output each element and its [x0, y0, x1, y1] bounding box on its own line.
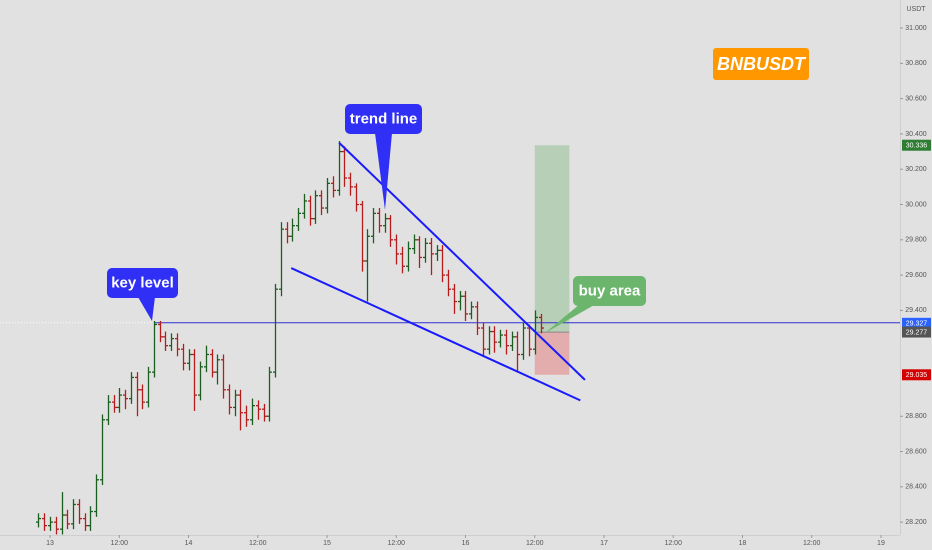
y-tick-label: 28.200	[905, 519, 927, 526]
x-tick-label: 14	[185, 540, 193, 547]
price-label: 29.035	[906, 372, 928, 379]
y-tick-label: 30.000	[905, 201, 927, 208]
y-tick-label: 29.600	[905, 272, 927, 279]
symbol-box	[713, 48, 809, 80]
x-tick-label: 12:00	[664, 540, 682, 547]
price-label: 30.336	[906, 143, 928, 150]
y-tick-label: 28.600	[905, 448, 927, 455]
chart-title: BNBUSDT	[717, 54, 807, 74]
callout-text: key level	[111, 274, 174, 291]
callout-pointer	[545, 304, 596, 333]
callout-pointer	[375, 133, 392, 210]
callout-buy-area: buy area	[545, 276, 646, 333]
y-tick-label: 30.800	[905, 60, 927, 67]
y-axis-label: USDT	[906, 6, 926, 13]
trend-line	[290, 267, 581, 402]
y-tick-label: 29.400	[905, 307, 927, 314]
price-label: 29.327	[906, 321, 928, 328]
y-tick-label: 30.600	[905, 95, 927, 102]
y-tick-label: 30.400	[905, 131, 927, 138]
trend-line	[338, 142, 586, 381]
x-tick-label: 12:00	[249, 540, 267, 547]
price-label-bg	[902, 369, 931, 381]
x-tick-label: 12:00	[111, 540, 129, 547]
callout-key-level: key level	[107, 268, 178, 321]
callout-trend-line: trend line	[345, 104, 422, 210]
x-tick-label: 19	[877, 540, 885, 547]
price-label-bg	[902, 317, 931, 329]
y-tick-label: 29.800	[905, 237, 927, 244]
callout-text: buy area	[579, 282, 641, 299]
x-tick-label: 17	[600, 540, 608, 547]
x-tick-label: 18	[739, 540, 747, 547]
x-tick-label: 16	[462, 540, 470, 547]
price-label-bg	[902, 326, 931, 338]
y-tick-label: 30.200	[905, 166, 927, 173]
symbol-badge: BNBUSDT	[713, 48, 809, 80]
position-loss	[534, 332, 570, 375]
price-label-bg	[902, 139, 931, 151]
callout-text: trend line	[350, 110, 418, 127]
drawings-front	[290, 142, 586, 402]
position-profit	[534, 145, 570, 333]
callout-box	[573, 276, 646, 306]
y-tick-label: 28.400	[905, 484, 927, 491]
bars	[36, 140, 544, 535]
x-tick-label: 13	[46, 540, 54, 547]
callout-box	[345, 104, 422, 134]
y-tick-label: 28.800	[905, 413, 927, 420]
price-label: 29.277	[906, 329, 928, 336]
callout-pointer	[138, 297, 155, 321]
x-tick-label: 15	[323, 540, 331, 547]
y-tick-label: 31.000	[905, 25, 927, 32]
x-tick-label: 12:00	[387, 540, 405, 547]
callout-box	[107, 268, 178, 298]
x-tick-label: 12:00	[526, 540, 544, 547]
x-tick-label: 12:00	[803, 540, 821, 547]
